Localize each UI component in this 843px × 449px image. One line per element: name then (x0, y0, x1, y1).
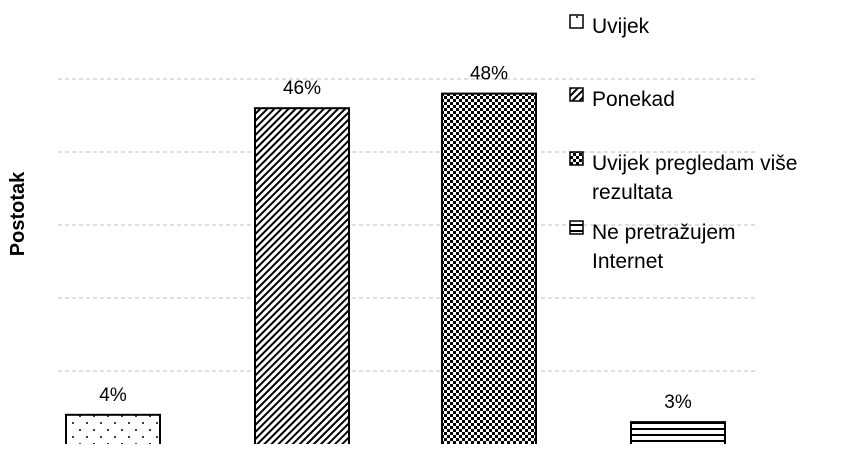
legend-label-2: Ponekad (592, 88, 675, 111)
legend-label-3-line-2: rezultata (592, 181, 673, 204)
legend-swatch-3 (569, 151, 584, 166)
legend-swatch-1 (569, 14, 584, 29)
bar-1 (65, 413, 161, 449)
grid-lines (58, 78, 758, 372)
data-label-1: 4% (99, 385, 127, 406)
bars-group (65, 92, 726, 449)
legend: Uvijek Ponekad Uvijek pregledam više rezult… (569, 14, 797, 273)
legend-label-3-line-1: Uvijek pregledam više (592, 152, 797, 175)
data-label-4: 3% (664, 392, 692, 413)
legend-label-4-line-1: Ne pretražujem (592, 221, 736, 244)
bar-4 (630, 421, 726, 449)
legend-swatch-4 (569, 220, 584, 235)
bar-2 (254, 107, 350, 449)
bar-3 (441, 92, 537, 449)
legend-label-4-line-2: Internet (592, 250, 663, 273)
legend-label-1: Uvijek (592, 15, 650, 38)
data-label-2: 46% (283, 78, 321, 99)
y-axis-label: Postotak (7, 171, 29, 256)
data-label-3: 48% (470, 64, 508, 85)
data-labels-group: 4% 46% 48% 3% (99, 64, 692, 414)
legend-swatch-2 (569, 87, 584, 102)
